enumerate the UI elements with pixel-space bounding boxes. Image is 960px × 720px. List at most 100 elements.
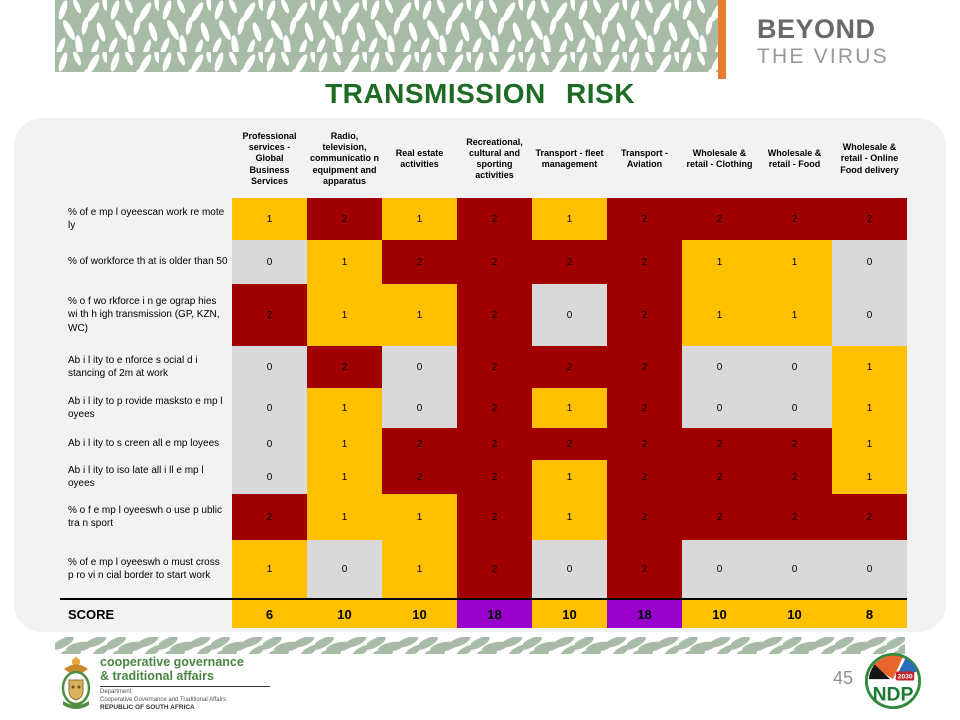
risk-cell: 2: [607, 460, 682, 494]
risk-cell: 0: [757, 388, 832, 428]
orange-accent-bar: [718, 0, 726, 79]
risk-cell: 2: [382, 460, 457, 494]
risk-cell: 2: [307, 198, 382, 240]
risk-cell: 1: [307, 428, 382, 460]
risk-cell: 0: [757, 540, 832, 598]
risk-cell: 0: [682, 346, 757, 388]
risk-cell: 0: [532, 540, 607, 598]
column-header: Wholesale & retail - Clothing: [686, 147, 753, 169]
score-cell: 18: [607, 598, 682, 628]
row-label: Ab i l ity to e nforce s ocial d i stanc…: [68, 354, 198, 379]
risk-cell: 2: [457, 240, 532, 284]
brand-line-beyond: BEYOND: [757, 14, 876, 44]
row-label: % o f wo rkforce i n ge ograp hies wi th…: [68, 296, 220, 334]
risk-cell: 2: [757, 460, 832, 494]
department-sub-line1: Department:: [100, 689, 134, 695]
risk-cell: 0: [757, 346, 832, 388]
risk-cell: 1: [832, 388, 907, 428]
risk-cell: 2: [232, 494, 307, 540]
risk-cell: 0: [232, 428, 307, 460]
column-header: Transport - Aviation: [620, 147, 668, 169]
risk-table: Professional services - Global Business …: [60, 120, 907, 628]
score-label: SCORE: [60, 598, 232, 628]
ndp-acronym: NDP: [873, 684, 914, 705]
risk-cell: 2: [307, 346, 382, 388]
risk-cell: 0: [232, 240, 307, 284]
column-header: Wholesale & retail - Food: [767, 147, 822, 169]
department-sub-line3: REPUBLIC OF SOUTH AFRICA: [100, 704, 195, 711]
risk-cell: 2: [757, 494, 832, 540]
row-label: Ab i l ity to p rovide masksto e mp l oy…: [68, 395, 223, 420]
risk-cell: 0: [307, 540, 382, 598]
risk-cell: 2: [457, 388, 532, 428]
risk-cell: 1: [757, 240, 832, 284]
risk-cell: 1: [832, 346, 907, 388]
score-cell: 10: [757, 598, 832, 628]
risk-cell: 0: [382, 388, 457, 428]
slide-title: TRANSMISSION RISK: [325, 78, 635, 109]
column-header: Wholesale & retail - Online Food deliver…: [840, 142, 899, 175]
department-divider: [100, 686, 270, 687]
column-header: Real estate activities: [395, 147, 444, 169]
risk-cell: 2: [457, 460, 532, 494]
risk-cell: 2: [832, 198, 907, 240]
risk-cell: 2: [607, 540, 682, 598]
risk-cell: 1: [232, 540, 307, 598]
brand-logo: BEYOND THE VIRUS: [757, 14, 889, 68]
risk-cell: 0: [232, 460, 307, 494]
column-header: Professional services - Global Business …: [242, 130, 297, 186]
risk-cell: 1: [382, 494, 457, 540]
risk-cell: 1: [307, 494, 382, 540]
risk-cell: 1: [832, 460, 907, 494]
risk-cell: 2: [457, 540, 532, 598]
coat-of-arms-logo: [61, 656, 91, 709]
risk-cell: 2: [232, 284, 307, 346]
risk-cell: 2: [607, 494, 682, 540]
risk-cell: 2: [457, 494, 532, 540]
risk-cell: 0: [382, 346, 457, 388]
department-text-block: cooperative governance & traditional aff…: [100, 655, 310, 712]
risk-cell: 1: [307, 460, 382, 494]
risk-cell: 2: [457, 428, 532, 460]
row-label: % o f e mp l oyeeswh o use p ublic tra n…: [68, 504, 222, 529]
risk-cell: 2: [682, 460, 757, 494]
department-name-line2: & traditional affairs: [100, 669, 214, 683]
risk-cell: 2: [532, 346, 607, 388]
risk-cell: 2: [382, 428, 457, 460]
risk-cell: 2: [532, 240, 607, 284]
column-header: Transport - fleet management: [535, 147, 604, 169]
risk-cell: 1: [532, 388, 607, 428]
score-cell: 10: [532, 598, 607, 628]
row-label: Ab i l ity to iso late all i ll e mp l o…: [68, 464, 204, 489]
risk-cell: 0: [832, 540, 907, 598]
risk-cell: 2: [457, 346, 532, 388]
risk-cell: 1: [832, 428, 907, 460]
score-cell: 10: [307, 598, 382, 628]
risk-cell: 1: [532, 494, 607, 540]
risk-cell: 2: [607, 284, 682, 346]
leaf-pattern-band: [55, 0, 718, 72]
row-label: % of workforce th at is older than 50: [68, 256, 228, 268]
row-label: % of e mp l oyeeswh o must cross p ro vi…: [68, 556, 220, 581]
brand-line-thevirus: THE VIRUS: [757, 45, 889, 68]
risk-cell: 2: [757, 198, 832, 240]
risk-cell: 0: [832, 284, 907, 346]
leaf-pattern-strip: [55, 637, 905, 654]
row-label: % of e mp l oyeescan work re mote ly: [68, 206, 225, 231]
risk-cell: 2: [832, 494, 907, 540]
risk-cell: 1: [382, 198, 457, 240]
department-name-line1: cooperative governance: [100, 655, 244, 669]
risk-cell: 2: [607, 428, 682, 460]
risk-cell: 1: [532, 460, 607, 494]
risk-cell: 2: [382, 240, 457, 284]
risk-cell: 0: [682, 540, 757, 598]
table-corner: [60, 120, 232, 198]
risk-cell: 0: [832, 240, 907, 284]
risk-cell: 1: [307, 388, 382, 428]
risk-cell: 1: [307, 284, 382, 346]
risk-cell: 2: [682, 198, 757, 240]
risk-cell: 1: [682, 240, 757, 284]
score-cell: 18: [457, 598, 532, 628]
risk-cell: 0: [682, 388, 757, 428]
risk-cell: 0: [232, 346, 307, 388]
